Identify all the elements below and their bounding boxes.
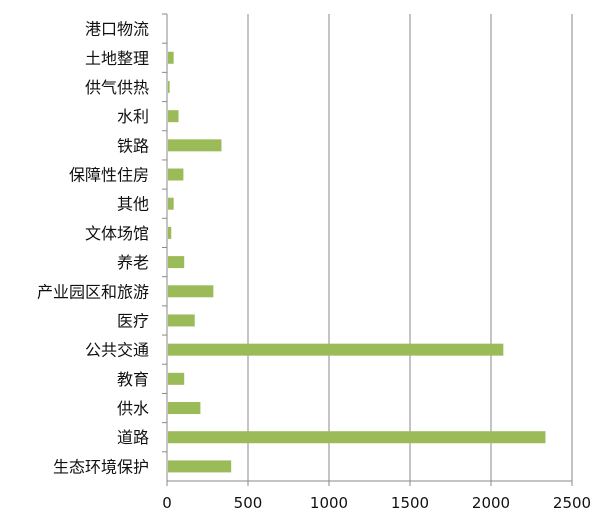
category-label: 土地整理 [85,49,149,68]
category-label: 教育 [117,370,149,389]
bar-2 [168,80,170,93]
bars [168,51,546,473]
category-label: 供水 [117,399,149,418]
category-label: 供气供热 [85,78,149,97]
gridlines [247,14,573,481]
bar-7 [168,226,172,239]
bar-13 [168,402,201,415]
category-label: 铁路 [117,136,149,155]
bar-15 [168,460,232,473]
category-label: 其他 [117,195,149,214]
tick-labels: 0 500 1000 1500 2000 2500 [162,494,591,512]
axes [162,13,573,486]
bar-10 [168,314,195,327]
category-label: 养老 [117,253,149,272]
bar-6 [168,197,174,210]
bar-8 [168,256,185,269]
x-tick-label: 1500 [391,494,429,512]
bar-5 [168,168,184,181]
bar-9 [168,285,214,298]
category-label: 水利 [117,107,149,126]
bar-1 [168,51,174,64]
category-label: 医疗 [117,311,149,330]
bar-12 [168,372,185,385]
x-tick-label: 0 [162,494,172,512]
x-tick-label: 1000 [310,494,348,512]
category-label: 产业园区和旅游 [37,282,149,301]
category-label: 道路 [117,428,149,447]
bar-14 [168,431,546,444]
category-label: 文体场馆 [85,224,149,243]
category-label: 生态环境保护 [53,457,149,476]
category-label: 保障性住房 [69,166,149,185]
category-labels: 港口物流土地整理供气供热水利铁路保障性住房其他文体场馆养老产业园区和旅游医疗公共… [37,20,149,477]
category-label: 港口物流 [85,20,149,39]
bar-11 [168,343,504,356]
x-tick-label: 2000 [472,494,510,512]
x-tick-label: 500 [234,494,263,512]
bar-4 [168,139,222,152]
category-label: 公共交通 [85,341,149,360]
x-tick-label: 2500 [553,494,591,512]
bar-3 [168,110,179,123]
